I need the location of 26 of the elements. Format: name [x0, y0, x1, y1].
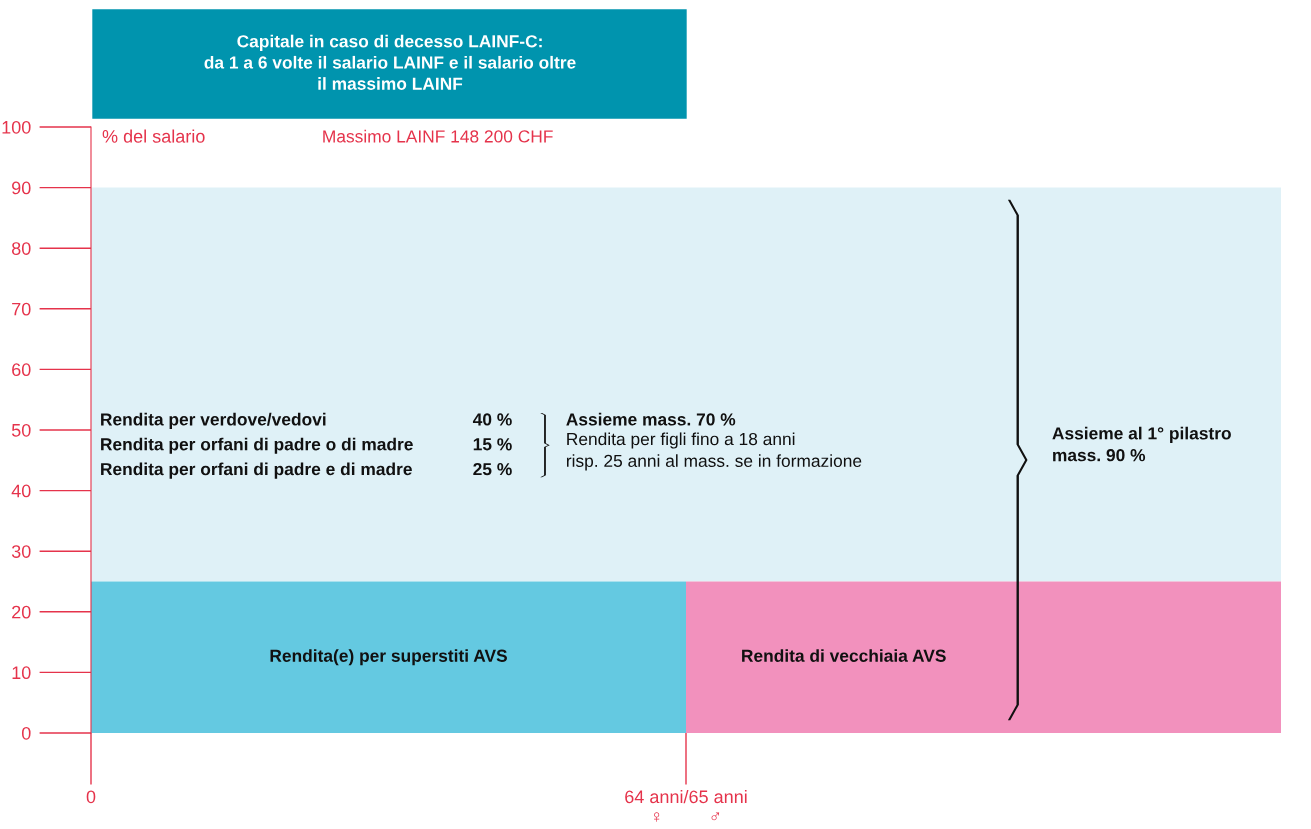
y-tick-label: 100 — [2, 120, 31, 134]
y-tick-label: 0 — [21, 726, 31, 740]
annotation: Massimo LAINF 148 200 CHF — [323, 129, 553, 143]
y-tick-label: 70 — [12, 302, 31, 316]
annotation: Assieme mass. 70 % — [566, 412, 736, 426]
chart-title: Capitale in caso di decesso LAINF-C: da 1 a 6 volte il salario LAINF e il salario oltre il massimo LAINF — [204, 34, 576, 90]
y-tick-label: 80 — [11, 242, 31, 255]
series-label: Rendita di vecchiaia AVS — [742, 649, 946, 662]
annotation: Rendita per verdove/vedovi — [101, 412, 326, 429]
annotation: Rendita per figli fino a 18 anni risp. 25 anni al mass. se in formazione — [566, 432, 862, 471]
annotation: Assieme al 1° pilastro mass. 90 % — [1052, 426, 1231, 462]
y-tick-label: 50 — [11, 423, 31, 437]
annotation: 25 % — [473, 462, 512, 476]
y-tick-label: 90 — [12, 181, 31, 195]
annotation: Rendita per orfani di padre o di madre — [101, 437, 413, 454]
y-tick-label: 10 — [12, 666, 31, 680]
annotation: 40 % — [472, 413, 512, 426]
y-axis-title: % del salario — [102, 129, 205, 143]
annotation: 15 % — [473, 438, 512, 451]
y-tick-label: 60 — [12, 363, 31, 377]
series-label: Rendita(e) per superstiti AVS — [270, 649, 507, 666]
x-tick-label: 64 anni/65 anni ♀ ♂ — [625, 789, 747, 822]
y-tick-label: 20 — [12, 605, 31, 619]
y-tick-label: 30 — [11, 545, 31, 558]
annotation: Rendita per orfani di padre e di madre — [101, 462, 412, 479]
y-tick-label: 40 — [11, 484, 31, 498]
